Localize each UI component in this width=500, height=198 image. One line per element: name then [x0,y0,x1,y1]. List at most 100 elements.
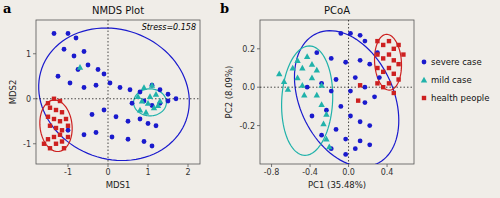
point [141,84,147,90]
point [401,52,405,56]
y-tick [257,125,260,126]
point [343,137,348,142]
point [323,136,329,142]
y-tick-label: 0 [26,95,31,104]
point [375,66,379,70]
point [320,120,326,126]
point [367,123,372,128]
plot-area [36,20,200,164]
x-tick [108,164,109,167]
point [82,49,87,54]
point [314,67,320,73]
point [135,93,141,99]
point [66,128,71,133]
point [363,39,368,44]
point [66,124,70,128]
point [323,111,329,117]
plot-area [260,20,414,164]
point [358,139,363,144]
point [82,85,87,90]
point [60,128,64,132]
point [166,92,171,97]
legend-marker [421,77,427,83]
y-tick [33,98,36,99]
point [42,142,46,146]
point [348,31,353,36]
point [396,62,400,66]
point [52,135,56,139]
plot-frame [36,20,200,164]
point [52,97,56,101]
point [166,99,171,104]
point [358,58,363,63]
point [96,67,101,72]
x-tick-label: 0.0 [342,168,355,177]
point [353,146,358,151]
point [290,65,296,71]
x-tick-label: -0.4 [302,168,318,177]
point [86,63,91,68]
point [343,60,348,65]
y-tick-label: -1 [23,140,31,149]
point [387,66,391,70]
point [305,85,310,90]
point [58,99,62,103]
title: PCoA [324,5,350,16]
panel-label: b [220,1,229,16]
point [285,86,291,92]
point [329,89,334,94]
point [46,101,50,105]
x-tick [188,164,189,167]
x-tick-label: 0.4 [381,168,394,177]
figure: -1012-101NMDS PlotMDS1MDS2aStress=0.158-… [0,0,500,198]
x-tick-label: 0 [105,168,110,177]
y-tick [33,143,36,144]
point [58,119,62,123]
confidence-ellipse [40,100,72,151]
point [387,39,391,43]
point [353,75,358,80]
point [139,98,145,104]
point [309,74,315,80]
reference-line [108,20,109,164]
point [372,94,377,99]
point [77,64,83,70]
legend-label: severe case [431,57,482,67]
point [375,52,379,56]
confidence-ellipse [294,31,398,164]
point [62,146,66,150]
point [392,47,396,51]
point [137,107,143,113]
x-tick-label: -1 [64,168,72,177]
point [294,74,300,80]
y-tick-label: -0.2 [239,122,255,131]
point [66,135,70,139]
point [126,137,131,142]
point [149,82,155,88]
point [64,117,68,121]
x-tick [148,164,149,167]
x-tick [387,164,388,167]
point [60,110,64,114]
point [363,85,368,90]
panel-label: a [3,1,12,16]
point [48,124,52,128]
point [110,135,115,140]
point [338,104,343,109]
legend-label: health people [431,93,489,103]
point [348,114,353,119]
point [294,57,300,63]
legend-label: mild case [431,75,472,85]
point [392,58,396,62]
point [56,74,61,79]
legend-marker [422,60,427,65]
point [299,65,305,71]
point [334,77,339,82]
confidence-ellipse [375,34,402,90]
x-tick-label: -0.8 [264,168,280,177]
point [377,75,382,80]
point [72,54,77,59]
point [94,130,99,135]
confidence-ellipse [39,28,190,161]
point [343,152,348,157]
